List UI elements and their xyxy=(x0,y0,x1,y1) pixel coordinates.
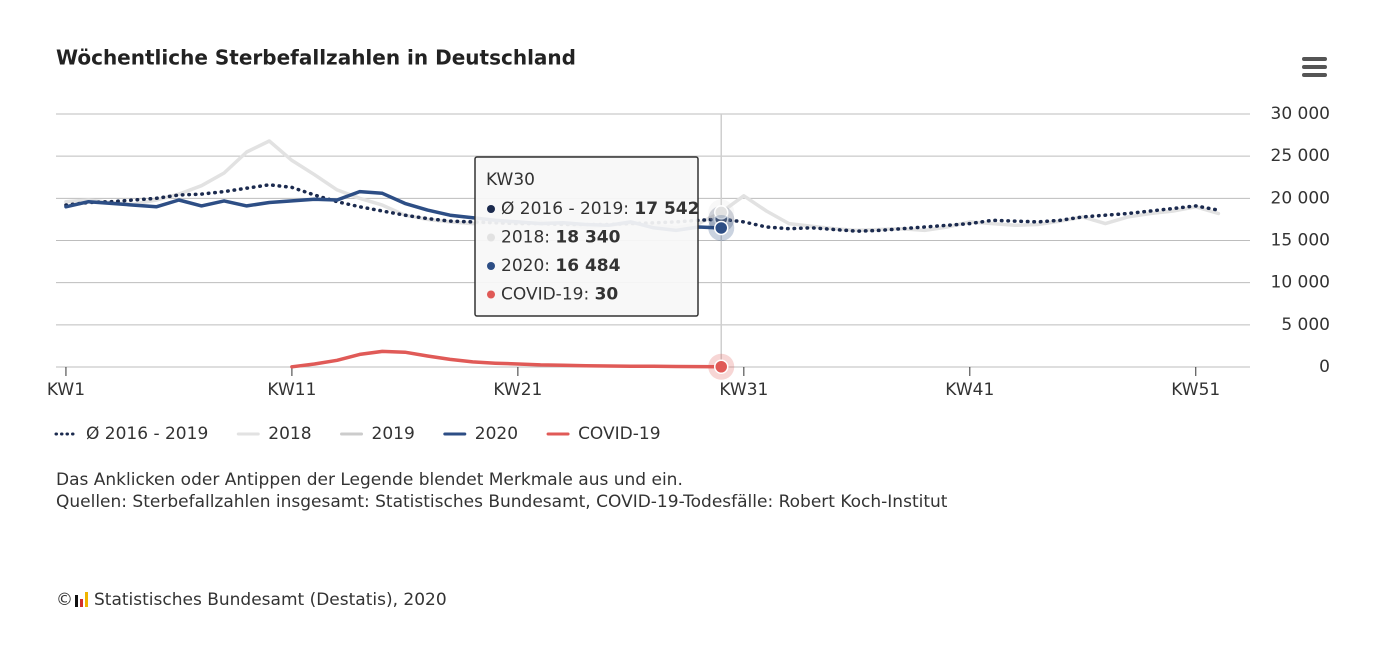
hover-point xyxy=(713,359,729,374)
legend: Ø 2016 - 2019 2018 2019 2020 COVID-19 xyxy=(54,424,661,444)
legend-label: 2019 xyxy=(372,424,415,444)
logo-bar xyxy=(80,599,83,607)
menu-button[interactable] xyxy=(1302,57,1327,77)
tooltip-separator: : xyxy=(544,228,555,248)
x-tick-label: KW31 xyxy=(719,380,768,400)
logo-bar xyxy=(85,592,88,607)
y-tick-label: 0 xyxy=(1319,357,1330,377)
note: Quellen: Sterbefallzahlen insgesamt: Sta… xyxy=(56,492,948,512)
tooltip-separator: : xyxy=(623,199,634,219)
y-tick-label: 10 000 xyxy=(1271,273,1330,293)
tooltip-separator: : xyxy=(544,256,555,276)
menu-bar xyxy=(1302,65,1327,69)
logo xyxy=(75,592,88,607)
legend-item[interactable]: COVID-19 xyxy=(546,424,661,444)
logo-bar xyxy=(75,595,78,607)
legend-label: Ø 2016 - 2019 xyxy=(86,424,208,444)
legend-item[interactable]: 2018 xyxy=(236,424,312,444)
x-tick-label: KW41 xyxy=(945,380,994,400)
tooltip-row: 2018: 18 340 xyxy=(501,228,621,248)
tooltip-bullet xyxy=(487,290,495,299)
menu-bar xyxy=(1302,57,1327,61)
tooltip-bullet xyxy=(487,205,495,213)
copyright-text: Statistisches Bundesamt (Destatis), 2020 xyxy=(94,590,447,610)
tooltip-row: COVID-19: 30 xyxy=(501,285,618,305)
y-tick-label: 15 000 xyxy=(1271,231,1330,251)
tooltip-bullet xyxy=(487,233,495,242)
tooltip-row: Ø 2016 - 2019: 17 542 xyxy=(501,199,699,219)
x-tick-label: KW51 xyxy=(1171,380,1220,400)
tooltip: KW30 Ø 2016 - 2019: 17 542 2018: 18 340 202… xyxy=(474,156,699,317)
tooltip-title: KW30 xyxy=(486,170,535,190)
menu-bar xyxy=(1302,73,1327,77)
tooltip-bullet xyxy=(487,262,495,270)
hover-point xyxy=(713,205,729,220)
x-tick-label: KW21 xyxy=(493,380,542,400)
tooltip-series: 2020 xyxy=(501,256,544,276)
copyright-symbol: © xyxy=(56,590,73,610)
tooltip-value: 16 484 xyxy=(555,256,620,276)
x-tick-label: KW1 xyxy=(47,380,85,400)
series-line xyxy=(290,349,723,369)
tooltip-value: 30 xyxy=(595,285,619,305)
grid: 0 5 000 10 000 15 000 20 000 25 000 30 000 KW1 K… xyxy=(47,104,1330,400)
tooltip-separator: : xyxy=(583,285,594,305)
x-tick-label: KW11 xyxy=(267,380,316,400)
legend-item[interactable]: Ø 2016 - 2019 xyxy=(54,424,208,444)
legend-label: COVID-19 xyxy=(578,424,660,444)
tooltip-series: 2018 xyxy=(501,228,544,248)
legend-label: 2018 xyxy=(268,424,311,444)
legend-item[interactable]: 2019 xyxy=(340,424,415,444)
tooltip-row: 2020: 16 484 xyxy=(501,256,621,276)
series-line xyxy=(64,183,1221,233)
tooltip-box xyxy=(474,156,699,317)
tooltip-value: 17 542 xyxy=(634,199,699,219)
legend-label: 2020 xyxy=(475,424,518,444)
legend-item[interactable]: 2020 xyxy=(443,424,518,444)
y-tick-label: 30 000 xyxy=(1271,104,1330,124)
y-tick-label: 20 000 xyxy=(1271,188,1330,208)
chart-title: Wöchentliche Sterbefallzahlen in Deutsch… xyxy=(56,46,576,70)
y-tick-label: 5 000 xyxy=(1281,315,1330,335)
note: Das Anklicken oder Antippen der Legende … xyxy=(56,470,683,490)
tooltip-series: Ø 2016 - 2019 xyxy=(501,199,623,219)
tooltip-value: 18 340 xyxy=(555,228,620,248)
hover-point xyxy=(713,220,729,236)
tooltip-series: COVID-19 xyxy=(501,285,583,305)
y-tick-label: 25 000 xyxy=(1271,146,1330,166)
